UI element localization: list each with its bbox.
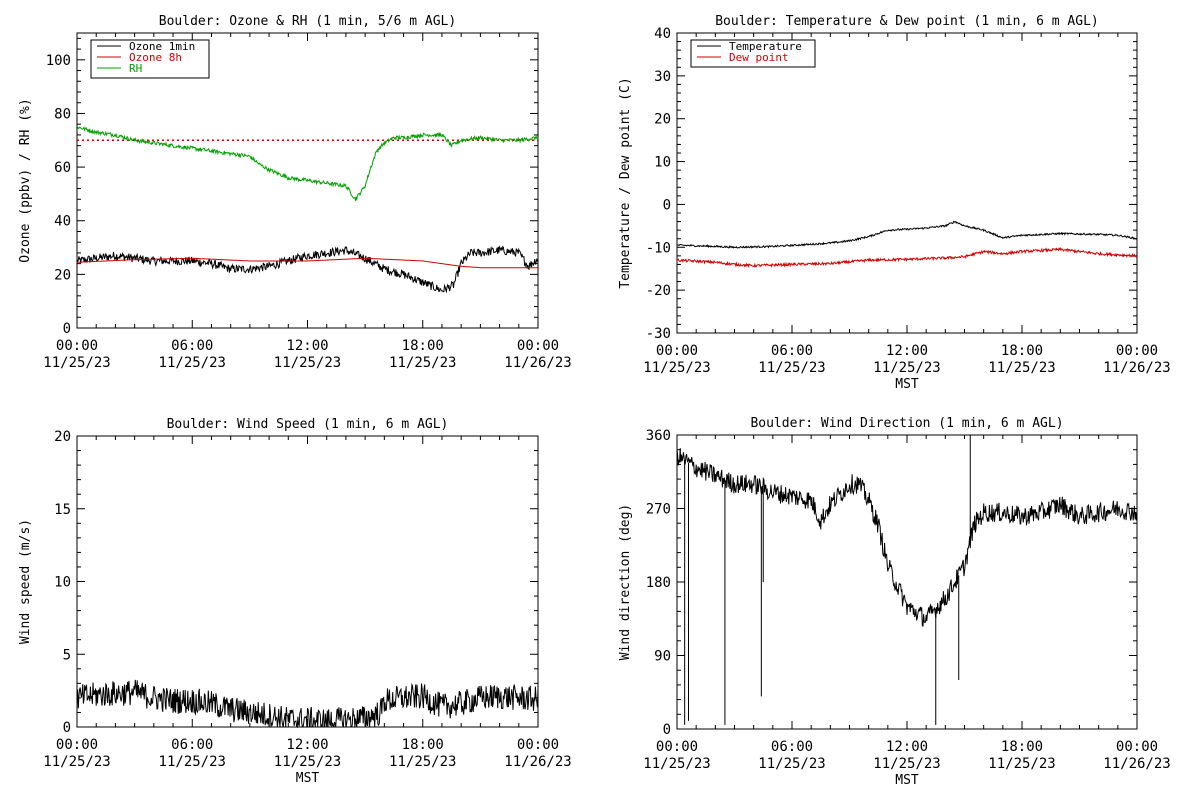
- x-tick-date-label: 11/25/23: [873, 360, 940, 376]
- x-tick-date-label: 11/25/23: [389, 355, 456, 371]
- x-tick-date-label: 11/25/23: [274, 355, 341, 371]
- x-tick-label: 18:00: [1001, 739, 1043, 755]
- x-tick-label: 12:00: [886, 343, 928, 359]
- x-tick-date-label: 11/25/23: [873, 756, 940, 772]
- y-tick-label: 0: [63, 720, 71, 736]
- x-tick-label: 00:00: [1116, 739, 1158, 755]
- legend-box: [690, 39, 816, 68]
- x-tick-label: 12:00: [286, 338, 328, 354]
- legend-label: Dew point: [729, 51, 789, 64]
- y-tick-label: 30: [654, 69, 671, 85]
- x-tick-label: 00:00: [656, 739, 698, 755]
- y-axis-label: Wind speed (m/s): [18, 519, 33, 644]
- chart-title: Boulder: Wind Speed (1 min, 6 m AGL): [167, 417, 449, 432]
- chart-title: Boulder: Temperature & Dew point (1 min,…: [715, 14, 1099, 29]
- x-tick-date-label: 11/26/23: [1103, 756, 1170, 772]
- x-tick-date-label: 11/25/23: [389, 754, 456, 770]
- x-tick-date-label: 11/26/23: [1103, 360, 1170, 376]
- x-tick-date-label: 11/25/23: [758, 756, 825, 772]
- y-tick-label: 100: [46, 53, 71, 69]
- y-axis-label: Ozone (ppbv) / RH (%): [18, 98, 33, 262]
- data-line-series-1: [76, 679, 539, 729]
- x-tick-label: 06:00: [771, 739, 813, 755]
- x-tick-label: 00:00: [56, 737, 98, 753]
- y-tick-label: 5: [63, 647, 71, 663]
- x-tick-date-label: 11/25/23: [43, 754, 110, 770]
- y-axis-label: Temperature / Dew point (C): [618, 77, 633, 288]
- x-tick-label: 12:00: [886, 739, 928, 755]
- x-tick-date-label: 11/26/23: [504, 754, 571, 770]
- y-tick-label: -20: [646, 283, 671, 299]
- data-line-series-1: [676, 448, 1138, 627]
- y-tick-label: 60: [54, 160, 71, 176]
- data-line-rh: [76, 125, 539, 202]
- y-tick-label: 20: [654, 112, 671, 128]
- y-tick-label: 40: [54, 214, 71, 230]
- x-tick-label: 00:00: [56, 338, 98, 354]
- plot-frame: [676, 32, 1138, 334]
- x-tick-date-label: 11/25/23: [643, 756, 710, 772]
- x-tick-date-label: 11/26/23: [504, 355, 571, 371]
- x-tick-date-label: 11/25/23: [274, 754, 341, 770]
- y-tick-label: 0: [663, 197, 671, 213]
- x-tick-label: 06:00: [771, 343, 813, 359]
- y-tick-label: 0: [63, 321, 71, 337]
- plot-frame: [76, 435, 539, 728]
- legend-label: Ozone 1min: [129, 40, 195, 53]
- x-tick-label: 00:00: [1116, 343, 1158, 359]
- data-line-ozone-8h: [77, 257, 538, 269]
- chart-panel-1: Boulder: Ozone & RH (1 min, 5/6 m AGL) 0 2…: [18, 14, 572, 371]
- y-tick-label: 360: [646, 428, 671, 444]
- chart-panel-2: Boulder: Temperature & Dew point (1 min,…: [618, 14, 1171, 392]
- x-tick-label: 18:00: [402, 338, 444, 354]
- x-tick-date-label: 11/25/23: [159, 355, 226, 371]
- x-axis-label: MST: [296, 771, 320, 786]
- x-tick-label: 18:00: [1001, 343, 1043, 359]
- data-line-ozone-1min: [76, 245, 539, 294]
- x-tick-label: 06:00: [171, 338, 213, 354]
- legend-label: Temperature: [729, 40, 802, 53]
- y-tick-label: 20: [54, 267, 71, 283]
- chart-title: Boulder: Ozone & RH (1 min, 5/6 m AGL): [159, 14, 456, 29]
- x-tick-date-label: 11/25/23: [758, 360, 825, 376]
- y-tick-label: -10: [646, 240, 671, 256]
- chart-panel-3: Boulder: Wind Speed (1 min, 6 m AGL) 0 5 10…: [18, 417, 572, 786]
- x-tick-date-label: 11/25/23: [988, 360, 1055, 376]
- x-tick-label: 00:00: [517, 737, 559, 753]
- y-tick-label: 80: [54, 106, 71, 122]
- x-tick-label: 00:00: [656, 343, 698, 359]
- x-axis-label: MST: [895, 773, 919, 788]
- data-line-dew-point: [676, 246, 1138, 269]
- chart-panel-4: Boulder: Wind Direction (1 min, 6 m AGL)…: [618, 416, 1171, 788]
- legend-label: Ozone 8h: [129, 51, 182, 64]
- y-tick-label: -30: [646, 326, 671, 342]
- x-tick-date-label: 11/25/23: [643, 360, 710, 376]
- y-tick-label: 180: [646, 575, 671, 591]
- x-tick-date-label: 11/25/23: [988, 756, 1055, 772]
- y-tick-label: 10: [654, 155, 671, 171]
- chart-title: Boulder: Wind Direction (1 min, 6 m AGL): [750, 416, 1063, 431]
- x-tick-label: 18:00: [402, 737, 444, 753]
- x-tick-date-label: 11/25/23: [43, 355, 110, 371]
- y-tick-label: 15: [54, 502, 71, 518]
- legend-label: RH: [129, 62, 142, 75]
- y-tick-label: 40: [654, 26, 671, 42]
- y-tick-label: 270: [646, 502, 671, 518]
- y-tick-label: 0: [663, 722, 671, 738]
- y-tick-label: 90: [654, 649, 671, 665]
- data-line-temperature: [676, 220, 1138, 249]
- y-axis-label: Wind direction (deg): [618, 504, 633, 661]
- x-tick-label: 06:00: [171, 737, 213, 753]
- y-tick-label: 10: [54, 575, 71, 591]
- x-tick-label: 00:00: [517, 338, 559, 354]
- x-tick-date-label: 11/25/23: [159, 754, 226, 770]
- x-tick-label: 12:00: [286, 737, 328, 753]
- y-tick-label: 20: [54, 429, 71, 445]
- x-axis-label: MST: [895, 377, 919, 392]
